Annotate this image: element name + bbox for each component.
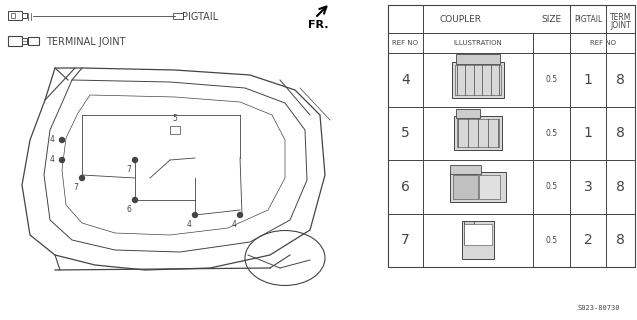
Circle shape — [192, 212, 197, 218]
Text: S023-80730: S023-80730 — [578, 305, 620, 311]
Bar — [456, 54, 500, 64]
Bar — [173, 13, 183, 19]
Text: REF NO: REF NO — [589, 40, 615, 46]
Text: 7: 7 — [401, 233, 410, 247]
Text: 8: 8 — [616, 233, 625, 247]
Circle shape — [80, 175, 85, 180]
Bar — [456, 109, 480, 118]
Text: TERM: TERM — [610, 12, 631, 21]
Text: 7: 7 — [127, 165, 131, 174]
Text: 1: 1 — [583, 126, 592, 140]
Text: 2: 2 — [583, 233, 592, 247]
Text: 8: 8 — [616, 73, 625, 87]
Bar — [453, 175, 478, 199]
Bar — [388, 5, 635, 267]
Bar — [22, 38, 27, 44]
Text: 0.5: 0.5 — [545, 75, 557, 84]
Text: SIZE: SIZE — [541, 14, 562, 23]
Text: 0.5: 0.5 — [545, 129, 557, 138]
Text: ILLUSTRATION: ILLUSTRATION — [454, 40, 503, 46]
Text: 6: 6 — [127, 205, 131, 214]
Bar — [170, 126, 180, 134]
Bar — [8, 36, 22, 46]
Text: PIGTAIL: PIGTAIL — [182, 12, 218, 22]
Bar — [464, 224, 492, 245]
Bar — [462, 221, 494, 259]
Text: JOINT: JOINT — [610, 21, 631, 30]
Text: 4: 4 — [49, 156, 54, 164]
Text: 0.5: 0.5 — [545, 236, 557, 245]
Text: 8: 8 — [616, 126, 625, 140]
Circle shape — [238, 212, 243, 218]
Bar — [450, 165, 481, 174]
Text: 4: 4 — [401, 73, 410, 87]
Text: 0.5: 0.5 — [545, 182, 557, 191]
Bar — [8, 11, 22, 20]
Text: 4: 4 — [232, 220, 236, 229]
Text: REF NO: REF NO — [392, 40, 419, 46]
Text: 5: 5 — [401, 126, 410, 140]
Text: 5: 5 — [173, 114, 178, 123]
Circle shape — [173, 127, 178, 132]
Bar — [452, 62, 504, 98]
Text: 3: 3 — [583, 180, 592, 194]
Bar — [450, 172, 506, 202]
Bar — [479, 175, 500, 199]
Text: 8: 8 — [616, 180, 625, 194]
Text: COUPLER: COUPLER — [440, 14, 482, 23]
Text: TERMINAL JOINT: TERMINAL JOINT — [46, 37, 125, 47]
Text: FR.: FR. — [308, 20, 329, 30]
Bar — [464, 221, 474, 244]
Bar — [454, 116, 502, 150]
Text: 4: 4 — [187, 220, 192, 229]
Circle shape — [132, 197, 138, 203]
Bar — [22, 13, 27, 18]
Text: 4: 4 — [49, 135, 54, 145]
Bar — [28, 37, 39, 45]
Circle shape — [132, 157, 138, 163]
Circle shape — [59, 138, 64, 142]
Circle shape — [59, 157, 64, 163]
Bar — [455, 65, 501, 95]
Text: 1: 1 — [583, 73, 592, 87]
Text: 7: 7 — [73, 183, 78, 192]
Text: PIGTAIL: PIGTAIL — [574, 14, 602, 23]
Bar — [457, 119, 499, 147]
Bar — [11, 13, 15, 18]
Text: 6: 6 — [401, 180, 410, 194]
